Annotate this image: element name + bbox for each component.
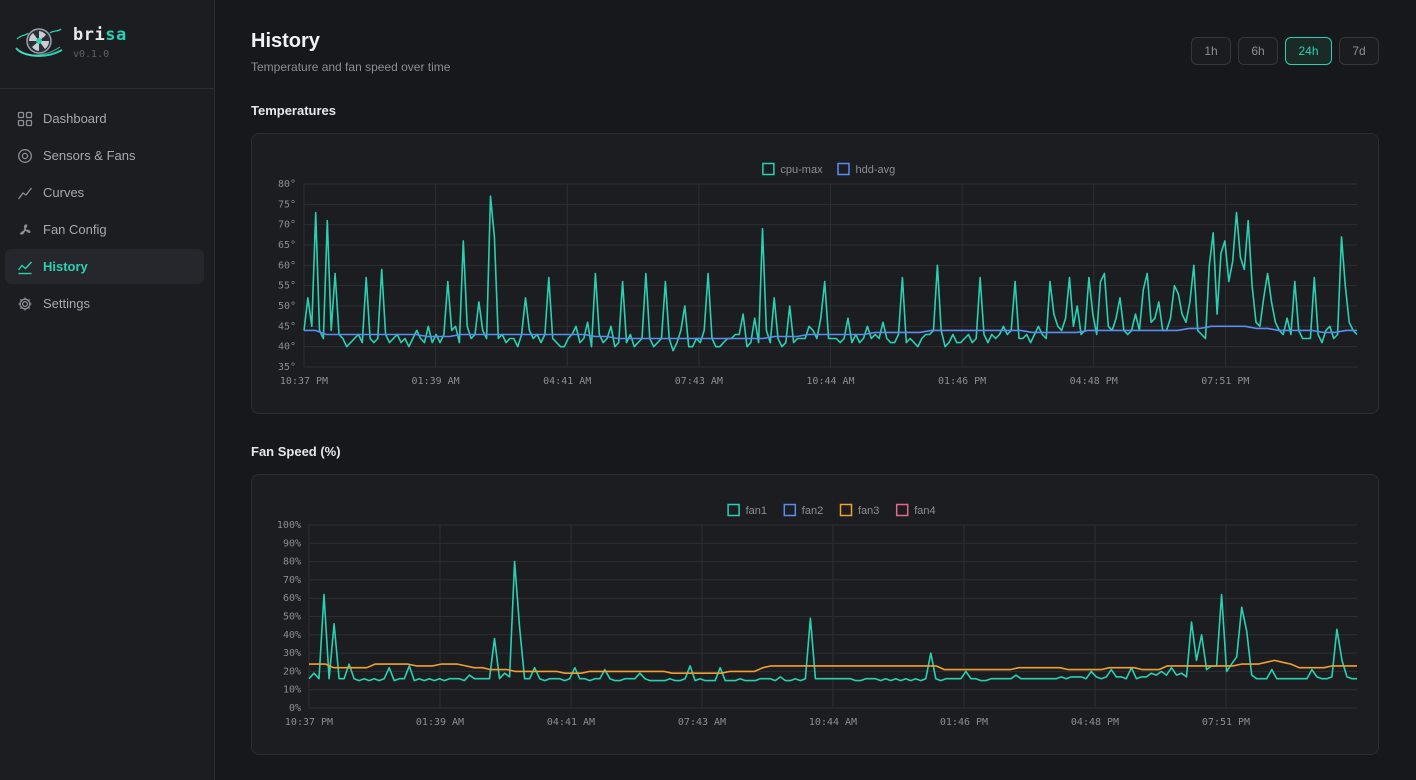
legend-item-fan2[interactable]: fan2 [783, 503, 823, 518]
legend-item-fan4[interactable]: fan4 [895, 503, 936, 518]
y-tick-label: 90% [283, 538, 301, 549]
history-chart-icon [17, 259, 33, 275]
x-tick-label: 07:43 AM [675, 376, 723, 387]
legend-label: fan4 [914, 505, 935, 517]
x-tick-label: 01:39 AM [412, 376, 460, 387]
main-content: History Temperature and fan speed over t… [215, 0, 1416, 780]
legend-item-hdd-avg[interactable]: hdd-avg [837, 162, 896, 177]
fan-speed-section-title: Fan Speed (%) [251, 444, 341, 459]
y-tick-label: 0% [289, 703, 301, 714]
legend-label: cpu-max [780, 164, 823, 176]
x-tick-label: 04:41 AM [547, 717, 595, 728]
y-tick-label: 65° [278, 240, 296, 251]
y-tick-label: 70% [283, 575, 301, 586]
y-tick-label: 50% [283, 612, 301, 623]
legend-item-fan1[interactable]: fan1 [727, 503, 767, 518]
y-tick-label: 20% [283, 666, 301, 677]
legend-label: fan1 [746, 505, 767, 517]
legend-swatch [783, 503, 797, 517]
legend-swatch [839, 503, 853, 517]
y-tick-label: 45° [278, 321, 296, 332]
temperatures-chart: 80° 75° 70° 65° 60° 55° 50° 45° 40° 35° 10:37 PM 01… [278, 162, 1358, 387]
sidebar-item-label: Dashboard [43, 111, 107, 126]
sidebar-item-settings[interactable]: Settings [5, 286, 204, 321]
x-tick-label: 04:41 AM [543, 376, 591, 387]
x-tick-label: 07:51 PM [1201, 376, 1249, 387]
legend-item-fan3[interactable]: fan3 [839, 503, 880, 518]
sidebar-divider [0, 88, 214, 89]
sidebar-item-fan-config[interactable]: Fan Config [5, 212, 204, 247]
y-tick-label: 80% [283, 557, 301, 568]
x-tick-label: 07:43 AM [678, 717, 726, 728]
y-tick-label: 50° [278, 301, 296, 312]
y-tick-label: 75° [278, 199, 296, 210]
sensor-icon [17, 148, 33, 164]
series-line-fan1 [308, 560, 1357, 682]
app-name: brisa [73, 25, 127, 45]
sidebar-nav: Dashboard Sensors & Fans Curves Fan Conf… [5, 101, 204, 323]
legend-swatch [727, 503, 740, 517]
sidebar-item-label: Settings [43, 296, 90, 311]
y-tick-label: 70° [278, 220, 296, 231]
sidebar-item-label: Sensors & Fans [43, 148, 136, 163]
sidebar-item-dashboard[interactable]: Dashboard [5, 101, 204, 136]
legend-label: hdd-avg [856, 164, 896, 176]
x-tick-label: 10:44 AM [806, 376, 854, 387]
brisa-logo-icon [15, 28, 63, 57]
sidebar-item-label: History [43, 259, 88, 274]
y-tick-label: 30% [283, 648, 301, 659]
temperatures-section-title: Temperatures [251, 103, 337, 118]
fan-speed-chart-panel: 100% 90% 80% 70% 60% 50% 40% 30% 20% 10% 0% 10:37 P… [251, 474, 1379, 755]
series-line-fan3 [309, 659, 1357, 674]
x-tick-label: 01:46 PM [940, 717, 988, 728]
x-tick-label: 01:39 AM [416, 717, 464, 728]
grid-icon [17, 111, 33, 127]
x-tick-label: 10:37 PM [285, 717, 333, 728]
sidebar-item-history[interactable]: History [5, 249, 204, 284]
y-tick-label: 60% [283, 593, 301, 604]
y-tick-label: 10% [283, 685, 301, 696]
sidebar: brisa v0.1.0 Dashboard Sensors & Fans Cu… [0, 0, 215, 780]
page-subtitle: Temperature and fan speed over time [251, 60, 451, 74]
y-tick-label: 40° [278, 342, 296, 353]
fan-speed-chart: 100% 90% 80% 70% 60% 50% 40% 30% 20% 10% 0% 10:37 P… [277, 503, 1357, 728]
x-tick-label: 04:48 PM [1071, 717, 1119, 728]
sidebar-item-label: Curves [43, 185, 85, 200]
y-tick-label: 55° [278, 281, 296, 292]
y-tick-label: 40% [283, 630, 301, 641]
series-line-cpu-max [303, 195, 1358, 352]
x-tick-label: 07:51 PM [1202, 717, 1250, 728]
time-range-selector: 1h 6h 24h 7d [1191, 37, 1379, 65]
legend-label: fan2 [802, 505, 823, 517]
temperatures-chart-panel: 80° 75° 70° 65° 60° 55° 50° 45° 40° 35° 10:37 PM 01… [251, 133, 1379, 414]
sidebar-item-sensors-fans[interactable]: Sensors & Fans [5, 138, 204, 173]
range-7d-button[interactable]: 7d [1339, 37, 1379, 65]
y-tick-label: 80° [278, 179, 296, 190]
brand[interactable]: brisa v0.1.0 [14, 24, 127, 60]
x-tick-label: 10:44 AM [809, 717, 857, 728]
legend-label: fan3 [858, 505, 879, 517]
range-6h-button[interactable]: 6h [1238, 37, 1278, 65]
range-1h-button[interactable]: 1h [1191, 37, 1231, 65]
legend-item-cpu-max[interactable]: cpu-max [762, 162, 823, 177]
app-version: v0.1.0 [73, 49, 110, 60]
sidebar-item-curves[interactable]: Curves [5, 175, 204, 210]
series-line-hdd-avg [304, 325, 1357, 340]
curve-icon [17, 185, 33, 201]
sidebar-item-label: Fan Config [43, 222, 107, 237]
y-tick-label: 100% [277, 520, 301, 531]
range-24h-button[interactable]: 24h [1285, 37, 1332, 65]
x-tick-label: 04:48 PM [1070, 376, 1118, 387]
legend-swatch [895, 503, 909, 517]
y-tick-label: 60° [278, 260, 296, 271]
x-tick-label: 10:37 PM [280, 376, 328, 387]
page-title: History [251, 30, 320, 52]
legend-swatch [837, 162, 850, 176]
legend-swatch [762, 162, 775, 176]
x-tick-label: 01:46 PM [938, 376, 986, 387]
y-tick-label: 35° [278, 362, 296, 373]
fan-icon [17, 222, 33, 238]
gear-icon [17, 296, 33, 312]
